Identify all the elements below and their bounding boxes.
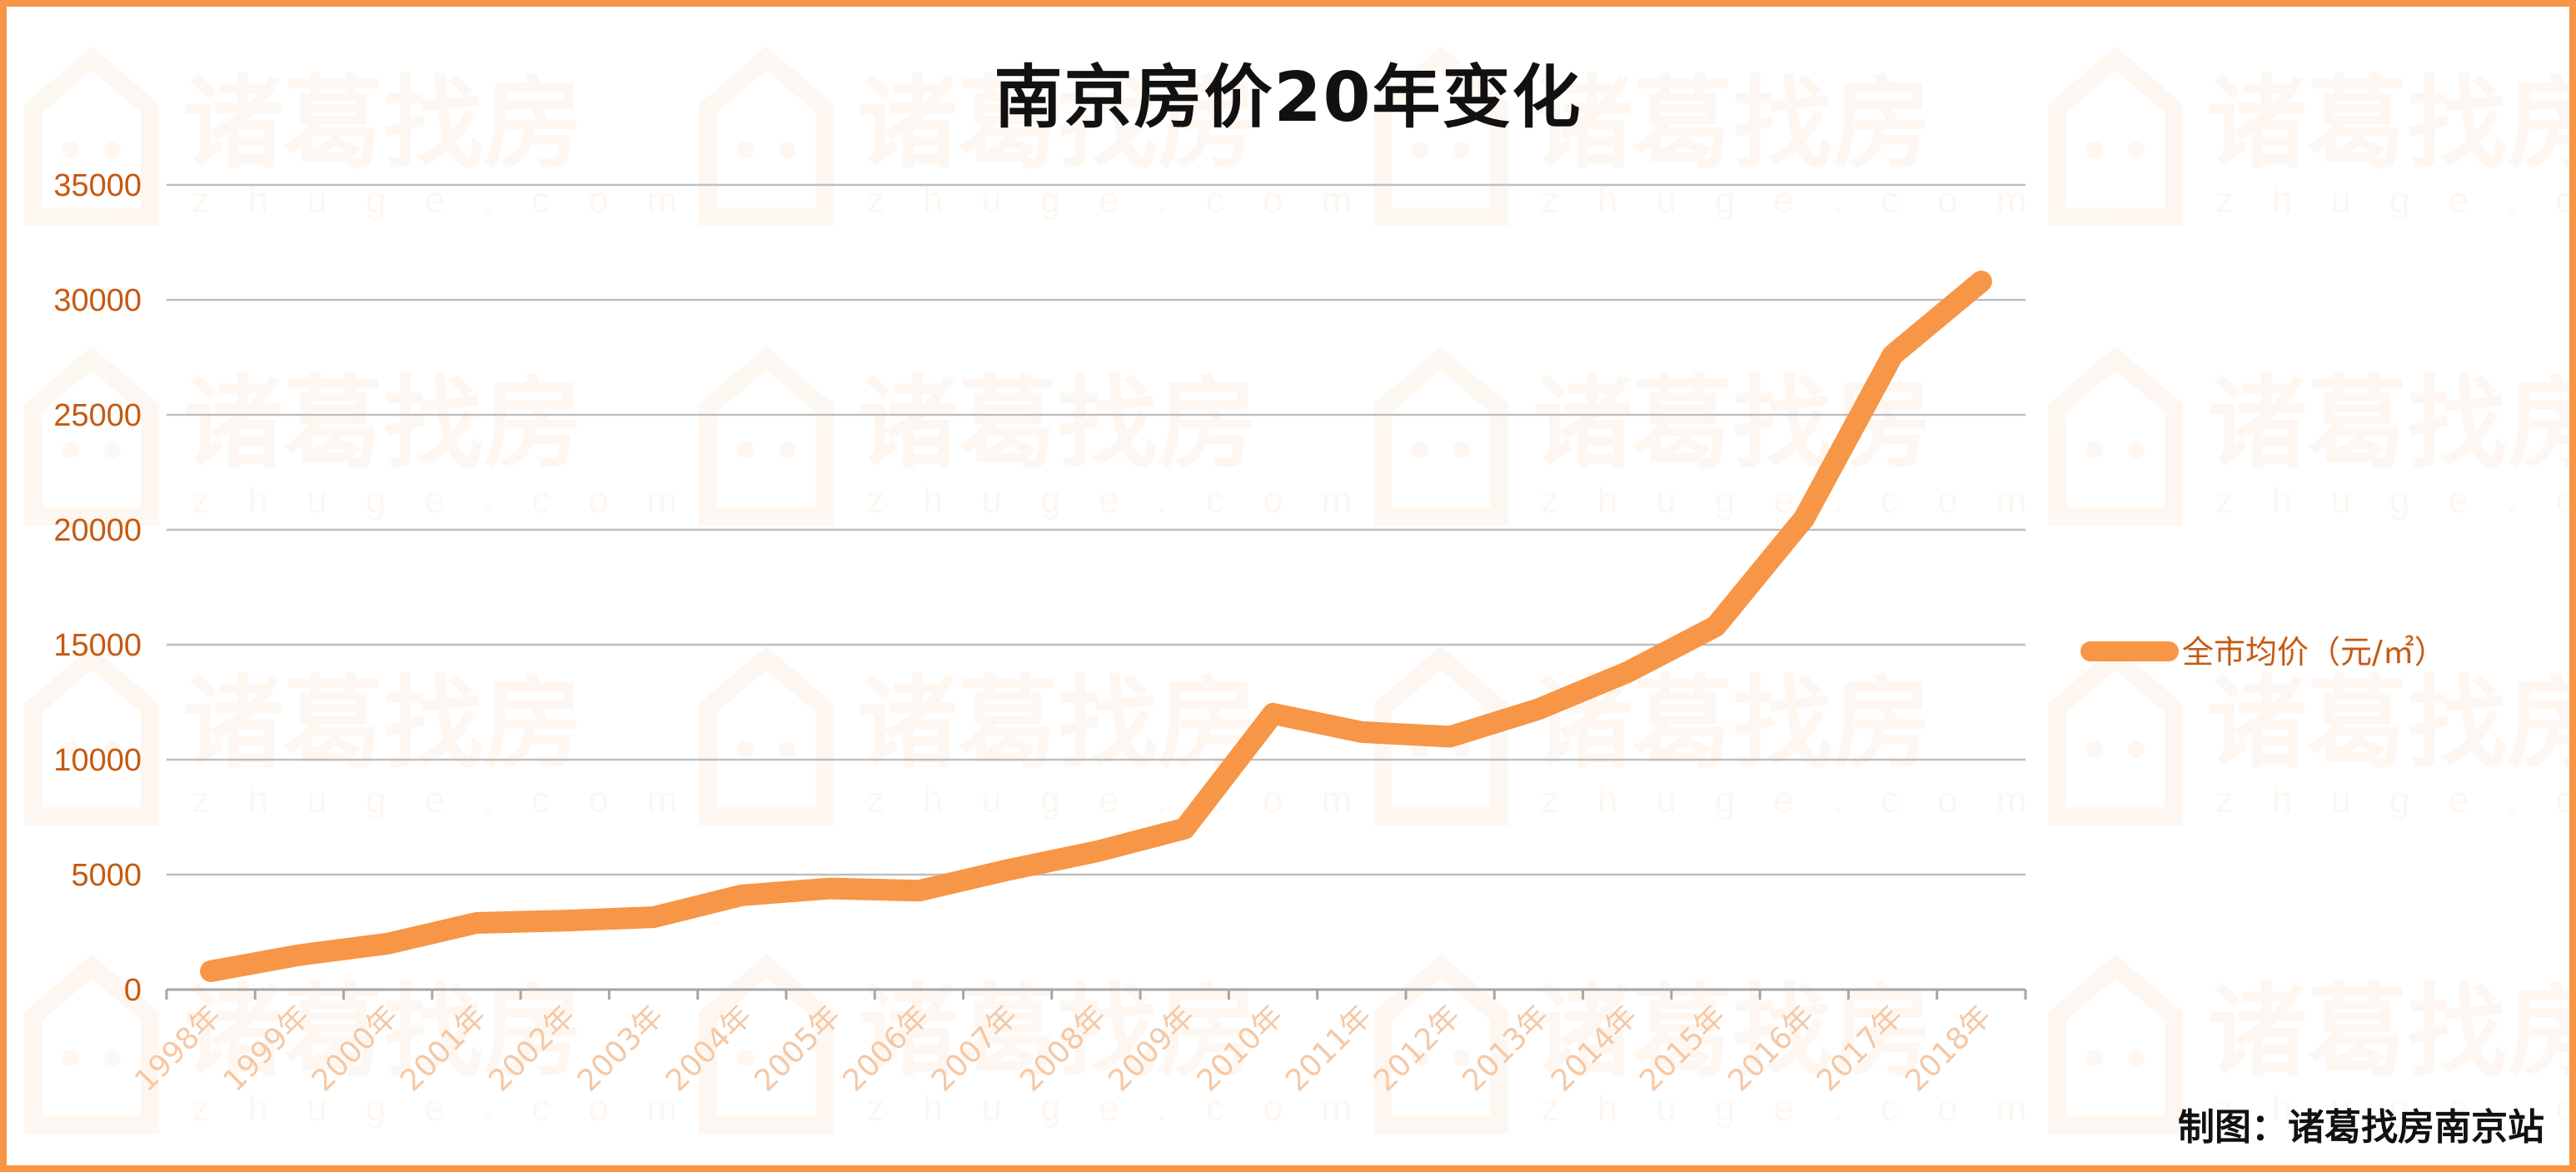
x-tick-label: 2006年	[837, 999, 936, 1098]
x-tick-label: 2000年	[306, 999, 405, 1098]
x-tick-label: 2016年	[1721, 999, 1821, 1098]
y-tick-label: 25000	[53, 398, 142, 433]
y-tick-label: 10000	[53, 743, 142, 778]
x-tick-label: 2011年	[1279, 999, 1378, 1098]
y-tick-label: 0	[124, 973, 142, 1008]
x-tick-label: 1999年	[217, 999, 316, 1098]
chart-title: 南京房价20年变化	[994, 58, 1582, 137]
y-tick-label: 15000	[53, 628, 142, 663]
series-line	[200, 270, 1992, 982]
x-tick-label: 2013年	[1457, 999, 1556, 1098]
x-tick-label: 2017年	[1811, 999, 1910, 1098]
x-tick-label: 2010年	[1191, 999, 1290, 1098]
x-tick-label: 2002年	[482, 999, 581, 1098]
chart-credit: 制图：诸葛找房南京站	[2178, 1106, 2544, 1149]
x-tick-label: 2009年	[1102, 999, 1201, 1098]
y-tick-label: 5000	[71, 858, 142, 893]
x-tick-label: 2004年	[660, 999, 759, 1098]
x-tick-label: 2005年	[748, 999, 847, 1098]
legend: 全市均价（元/㎡）	[2080, 634, 2446, 671]
legend-label: 全市均价（元/㎡）	[2182, 634, 2446, 671]
y-tick-label: 30000	[53, 283, 142, 318]
x-tick-label: 2012年	[1368, 999, 1467, 1098]
x-tick-label: 2001年	[394, 999, 493, 1098]
x-tick-label: 2007年	[925, 999, 1024, 1098]
x-tick-label: 1998年	[128, 999, 227, 1098]
x-tick-label: 2015年	[1633, 999, 1732, 1098]
x-tick-label: 2018年	[1899, 999, 1998, 1098]
y-tick-label: 35000	[53, 168, 142, 203]
series-layer	[200, 270, 1992, 982]
x-tick-label: 2014年	[1545, 999, 1644, 1098]
x-tick-label: 2003年	[571, 999, 670, 1098]
x-axis: 1998年1999年2000年2001年2002年2003年2004年2005年…	[128, 990, 2027, 1099]
y-axis: 0 5000 10000 15000 20000 25000 30000 35000	[53, 168, 142, 1008]
gridlines	[167, 183, 2025, 991]
x-tick-label: 2008年	[1014, 999, 1113, 1098]
y-tick-label: 20000	[53, 513, 142, 548]
